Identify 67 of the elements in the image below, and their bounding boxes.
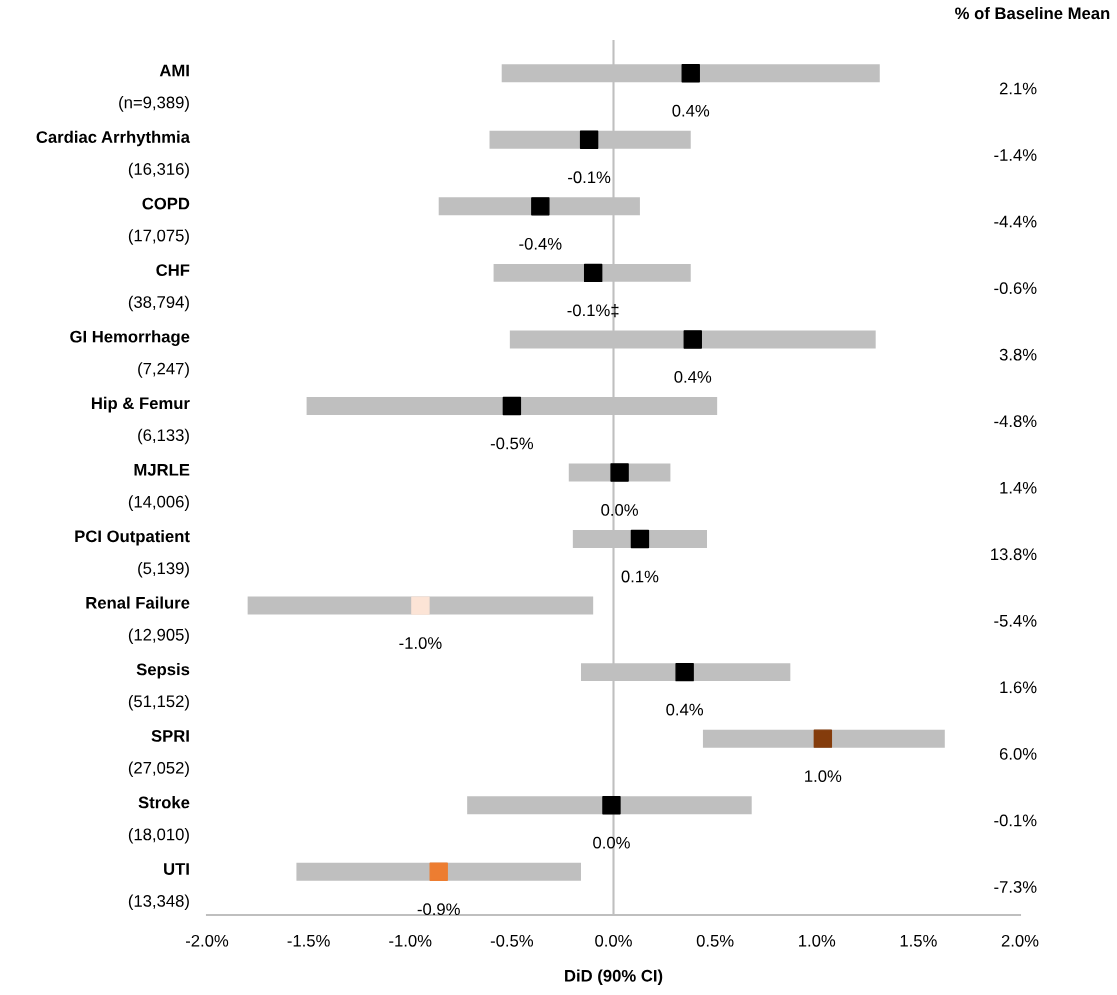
data-label: 0.4% (672, 104, 710, 117)
data-label: 1.0% (805, 770, 842, 783)
y-tick-label: MJRLE (14,006) (128, 464, 190, 511)
x-tick-label: 1.0% (799, 934, 836, 947)
data-label: 0.4% (674, 370, 712, 383)
data-label: -0.5% (490, 437, 534, 450)
annotation: 13.8% (991, 548, 1037, 561)
x-tick-label: -1.0% (389, 934, 432, 947)
annotation: -4.4% (994, 215, 1037, 228)
y-tick-label: Stroke (18,010) (128, 796, 190, 844)
annotation: 1.4% (1000, 481, 1037, 494)
text: % of Baseline Mean (955, 6, 1110, 20)
x-tick-label: 0.0% (595, 934, 632, 947)
annotation: -5.4% (994, 614, 1037, 627)
annotation: 2.1% (999, 82, 1037, 95)
data-label: 0.4% (666, 703, 704, 716)
bar (702, 729, 945, 748)
bar (467, 796, 752, 815)
y-tick-label: Hip & Femur (6,133) (91, 396, 190, 445)
point (683, 330, 702, 349)
point (602, 796, 621, 815)
x-tick-label: -2.0% (185, 934, 229, 947)
annotation: -1.4% (994, 149, 1037, 161)
point (675, 662, 694, 682)
y-tick-label: GI Hemorrhage (7,247) (70, 330, 190, 378)
point (610, 463, 629, 482)
annotation: 3.8% (999, 348, 1037, 361)
y-tick-label: COPD (17,075) (128, 197, 190, 245)
x-tick-label: -1.5% (287, 934, 330, 947)
data-label: 0.0% (593, 836, 630, 849)
y-tick-label: AMI (n=9,389) (119, 64, 189, 112)
y-tick-label: Renal Failure (12,905) (86, 596, 190, 644)
bar (247, 596, 594, 615)
annotation: 1.6% (1000, 681, 1037, 694)
point (531, 197, 550, 216)
y-tick-label: UTI (13,348) (128, 863, 189, 911)
y-tick-label: PCI Outpatient (5,139) (75, 529, 190, 578)
point (681, 64, 700, 83)
y-tick-label: Sepsis (51,152) (128, 663, 190, 711)
annotation: 6.0% (999, 747, 1037, 760)
data-label: -0.1%‡ (567, 304, 619, 318)
point (502, 396, 522, 416)
point (583, 263, 603, 283)
y-tick-label: CHF (38,794) (128, 264, 190, 312)
annotation: -0.1% (994, 814, 1037, 827)
annotation: -4.8% (994, 415, 1037, 428)
point (429, 862, 448, 881)
x-axis-title: DiD (90% CI) (565, 969, 663, 985)
x-tick-label: 0.5% (696, 934, 734, 947)
y-tick-label: SPRI (27,052) (128, 730, 189, 778)
point (411, 596, 430, 615)
y-tick-label: Cardiac Arrhythmia (16,316) (36, 130, 191, 179)
annotation: -0.6% (994, 282, 1037, 294)
data-label: -1.0% (399, 637, 442, 649)
x-tick-label: -0.5% (490, 934, 534, 947)
x-tick-label: 2.0% (1001, 934, 1039, 947)
annotation: -7.3% (994, 881, 1037, 893)
data-label: 0.1% (621, 570, 659, 583)
point (813, 729, 833, 748)
x-tick-label: 1.5% (900, 934, 937, 947)
point (630, 529, 650, 549)
data-label: -0.1% (568, 171, 611, 184)
point (579, 130, 599, 150)
data-label: -0.4% (519, 237, 562, 250)
data-label: -0.9% (417, 903, 460, 916)
bar (296, 862, 581, 881)
data-label: 0.0% (601, 504, 638, 516)
